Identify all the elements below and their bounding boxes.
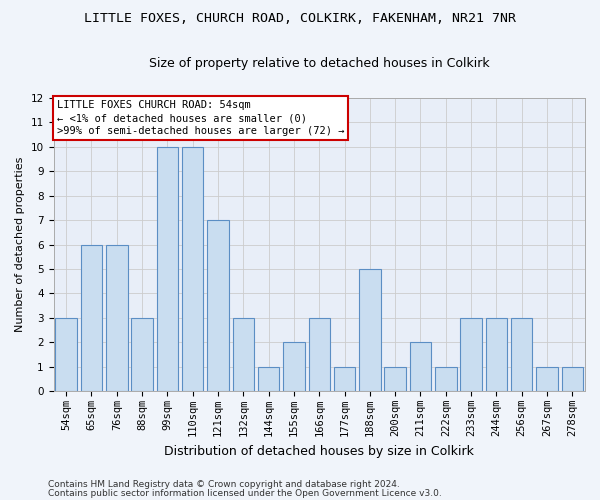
Text: LITTLE FOXES, CHURCH ROAD, COLKIRK, FAKENHAM, NR21 7NR: LITTLE FOXES, CHURCH ROAD, COLKIRK, FAKE… [84, 12, 516, 26]
Bar [536, 366, 558, 391]
Bar [258, 366, 280, 391]
Bar [435, 366, 457, 391]
Title: Size of property relative to detached houses in Colkirk: Size of property relative to detached ho… [149, 58, 490, 70]
Bar [385, 366, 406, 391]
Bar [485, 318, 507, 391]
Bar [460, 318, 482, 391]
Bar [182, 147, 203, 391]
Bar [359, 269, 380, 391]
Bar [207, 220, 229, 391]
Bar [81, 244, 102, 391]
Bar [562, 366, 583, 391]
Bar [334, 366, 355, 391]
Bar [308, 318, 330, 391]
Bar [233, 318, 254, 391]
Text: Contains public sector information licensed under the Open Government Licence v3: Contains public sector information licen… [48, 488, 442, 498]
Text: LITTLE FOXES CHURCH ROAD: 54sqm
← <1% of detached houses are smaller (0)
>99% of: LITTLE FOXES CHURCH ROAD: 54sqm ← <1% of… [56, 100, 344, 136]
Bar [157, 147, 178, 391]
Bar [131, 318, 153, 391]
Bar [410, 342, 431, 391]
Bar [283, 342, 305, 391]
Bar [106, 244, 128, 391]
X-axis label: Distribution of detached houses by size in Colkirk: Distribution of detached houses by size … [164, 444, 474, 458]
Y-axis label: Number of detached properties: Number of detached properties [15, 157, 25, 332]
Text: Contains HM Land Registry data © Crown copyright and database right 2024.: Contains HM Land Registry data © Crown c… [48, 480, 400, 489]
Bar [511, 318, 532, 391]
Bar [55, 318, 77, 391]
